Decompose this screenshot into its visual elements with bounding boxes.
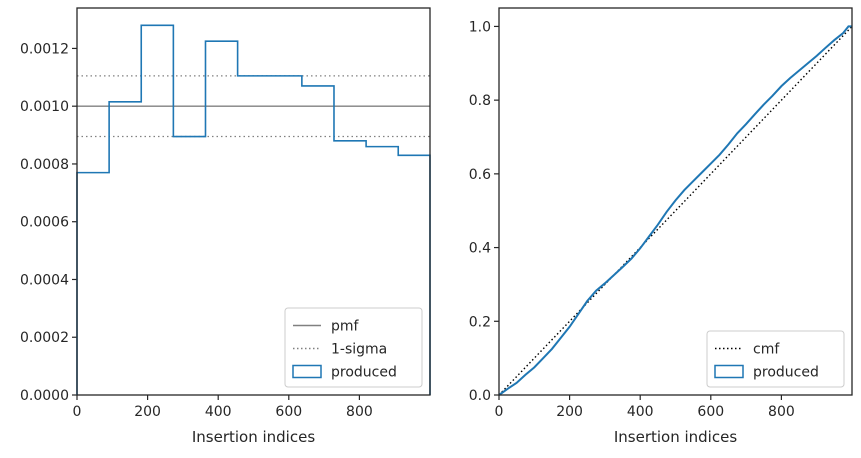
y-tick-label: 0.2: [469, 314, 491, 330]
x-tick-label: 600: [275, 404, 302, 420]
y-tick-label: 0.8: [469, 93, 491, 109]
x-axis-label: Insertion indices: [192, 428, 315, 446]
legend-swatch: [714, 364, 744, 379]
x-tick-label: 200: [134, 404, 161, 420]
y-tick-label: 0.0: [469, 388, 491, 404]
x-tick-label: 200: [556, 404, 583, 420]
y-tick-label: 0.0002: [20, 330, 69, 346]
y-tick-label: 0.0012: [20, 41, 69, 57]
y-tick-label: 0.0006: [20, 215, 69, 231]
histogram-panel: 0.0000 0.0002 0.0004 0.0006 0.0008 0.0010 0.00…: [20, 7, 431, 446]
cdf-panel: 0.0 0.2 0.4 0.6 0.8 1.0 0 200 400 600 800 Insertion…: [469, 7, 853, 446]
x-axis-label: Insertion indices: [614, 428, 737, 446]
legend-box: [284, 307, 423, 388]
y-tick-label: 0.0000: [20, 388, 69, 404]
legend-label: 1-sigma: [331, 342, 387, 358]
y-tick-label: 0.6: [469, 167, 491, 183]
cmf-line: [498, 25, 853, 396]
legend-label: pmf: [331, 319, 360, 335]
x-tick-label: 800: [346, 404, 373, 420]
produced-histogram: [76, 24, 431, 395]
legend-label: produced: [753, 365, 819, 381]
x-tick-label: 0: [495, 404, 504, 420]
x-tick-label: 0: [73, 404, 82, 420]
x-tick-label: 400: [205, 404, 232, 420]
x-tick-label: 600: [697, 404, 724, 420]
x-tick-label: 400: [627, 404, 654, 420]
y-tick-label: 1.0: [469, 19, 491, 35]
legend: cmf produced: [706, 330, 845, 388]
y-tick-label: 0.0004: [20, 272, 69, 288]
legend-label: produced: [331, 365, 397, 381]
y-tick-label: 0.4: [469, 241, 491, 257]
legend-box: [706, 330, 845, 388]
legend-label: cmf: [753, 342, 780, 358]
plot-frame: [498, 7, 853, 396]
legend: pmf 1-sigma produced: [284, 307, 423, 388]
y-tick-label: 0.0010: [20, 99, 69, 115]
plot-frame: [76, 7, 431, 396]
x-tick-label: 800: [768, 404, 795, 420]
legend-swatch: [292, 364, 322, 379]
y-tick-label: 0.0008: [20, 157, 69, 173]
produced-line: [498, 25, 852, 396]
